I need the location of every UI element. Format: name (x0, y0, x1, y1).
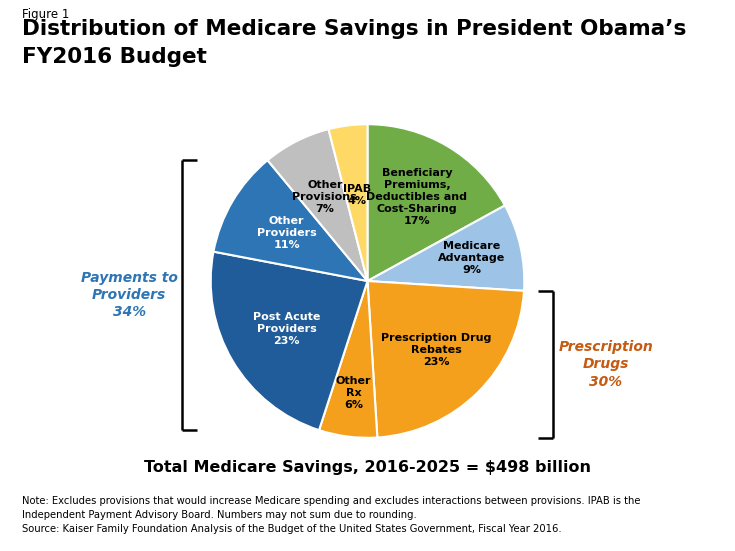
Wedge shape (213, 160, 368, 281)
Text: FY2016 Budget: FY2016 Budget (22, 47, 207, 67)
Wedge shape (319, 281, 377, 438)
Text: Medicare
Advantage
9%: Medicare Advantage 9% (438, 241, 505, 275)
Text: Other
Providers
11%: Other Providers 11% (257, 216, 316, 250)
Text: Distribution of Medicare Savings in President Obama’s: Distribution of Medicare Savings in Pres… (22, 19, 686, 39)
Text: Other
Provisions
7%: Other Provisions 7% (293, 180, 357, 214)
Text: Note: Excludes provisions that would increase Medicare spending and excludes int: Note: Excludes provisions that would inc… (22, 496, 640, 534)
Text: Prescription
Drugs
30%: Prescription Drugs 30% (559, 340, 653, 388)
Wedge shape (268, 129, 368, 281)
Text: Beneficiary
Premiums,
Deductibles and
Cost-Sharing
17%: Beneficiary Premiums, Deductibles and Co… (367, 169, 467, 226)
Wedge shape (368, 124, 505, 281)
Text: FAMILY: FAMILY (643, 520, 695, 533)
Text: FOUNDATION: FOUNDATION (646, 534, 692, 540)
Text: IPAB
4%: IPAB 4% (343, 185, 370, 207)
Text: KAISER: KAISER (642, 509, 696, 522)
Wedge shape (368, 206, 524, 291)
Text: Figure 1: Figure 1 (22, 8, 69, 21)
Text: Total Medicare Savings, 2016-2025 = $498 billion: Total Medicare Savings, 2016-2025 = $498… (144, 460, 591, 475)
Text: Post Acute
Providers
23%: Post Acute Providers 23% (253, 312, 320, 346)
Wedge shape (211, 252, 368, 430)
Text: Payments to
Providers
34%: Payments to Providers 34% (81, 271, 178, 320)
Text: Other
Rx
6%: Other Rx 6% (336, 376, 371, 410)
Text: THE HENRY J.: THE HENRY J. (648, 503, 689, 508)
Wedge shape (368, 281, 524, 437)
Wedge shape (329, 124, 368, 281)
Text: Prescription Drug
Rebates
23%: Prescription Drug Rebates 23% (381, 333, 492, 367)
